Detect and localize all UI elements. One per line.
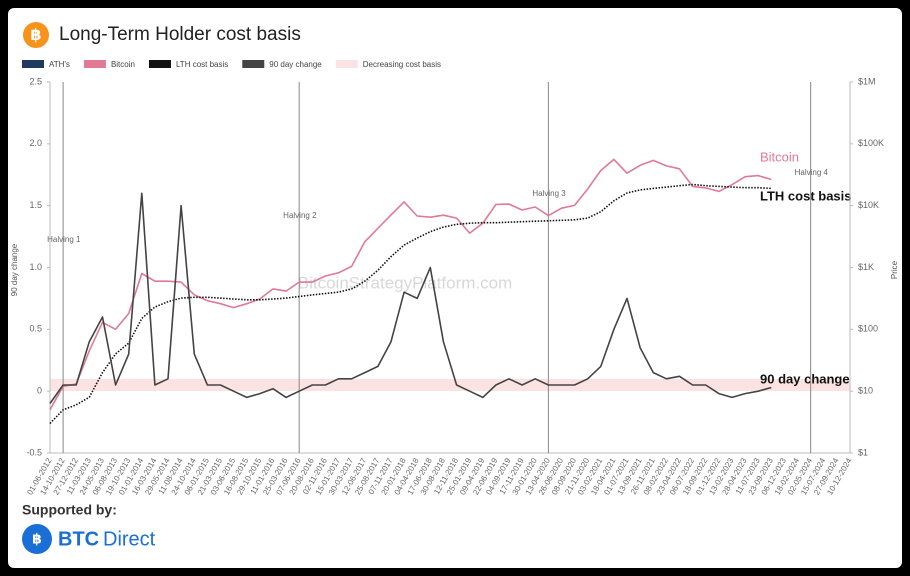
legend-swatch — [148, 60, 171, 68]
y2-axis-label: Price — [890, 260, 899, 279]
y-tick-label: -0.5 — [26, 447, 42, 457]
y-tick-label: 1.0 — [29, 262, 42, 272]
brand-bold: BTC — [58, 528, 99, 550]
legend-swatch — [22, 60, 44, 68]
legend-swatch — [335, 60, 358, 68]
y-tick-label: 2.0 — [29, 138, 42, 148]
halving-label: Halving 2 — [283, 211, 317, 220]
panel: ฿ Long-Term Holder cost basis BitcoinStr… — [8, 8, 902, 568]
y2-tick-label: $10 — [858, 386, 873, 396]
bitcoin-logo-glyph: ฿ — [30, 27, 41, 44]
brand-name: Direct — [103, 528, 156, 550]
halving-label: Halving 3 — [532, 189, 566, 198]
y2-tick-label: $1 — [858, 447, 868, 457]
lth-end-label: LTH cost basis — [760, 188, 852, 203]
y2-tick-label: $1M — [858, 76, 876, 86]
legend-swatch — [83, 60, 106, 68]
series-line — [49, 192, 772, 404]
y-tick-label: 2.5 — [29, 76, 42, 86]
y2-tick-label: $1K — [858, 262, 874, 272]
footer-text: Supported by: — [22, 502, 117, 518]
y-axis-label: 90 day change — [10, 243, 19, 296]
legend-label: 90 day change — [269, 60, 322, 69]
decreasing-band — [50, 379, 850, 391]
halving-label: Halving 1 — [47, 235, 81, 244]
y-tick-label: 0 — [37, 386, 42, 396]
brand-logo — [22, 524, 52, 554]
watermark: BitcoinStrategyPlatform.com — [298, 273, 512, 292]
y-tick-label: 1.5 — [29, 200, 42, 210]
legend-label: Bitcoin — [111, 60, 135, 69]
chart-title: Long-Term Holder cost basis — [59, 24, 301, 45]
legend-swatch — [242, 60, 265, 68]
y2-tick-label: $100 — [858, 324, 878, 334]
bitcoin-end-label: Bitcoin — [760, 149, 799, 164]
halving-label: Halving 4 — [795, 168, 829, 177]
legend-label: Decreasing cost basis — [363, 60, 441, 69]
bitcoin-logo — [23, 22, 49, 48]
y2-tick-label: $100K — [858, 138, 884, 148]
legend-label: LTH cost basis — [176, 60, 228, 69]
y-tick-label: 0.5 — [29, 324, 42, 334]
series-line — [49, 158, 772, 411]
chart: ฿ Long-Term Holder cost basis BitcoinStr… — [10, 22, 899, 554]
brand-logo-glyph: ฿ — [32, 531, 42, 547]
y2-tick-label: $10K — [858, 200, 879, 210]
change-end-label: 90 day change — [760, 371, 850, 386]
series-line — [49, 183, 772, 425]
legend-label: ATH's — [49, 60, 70, 69]
